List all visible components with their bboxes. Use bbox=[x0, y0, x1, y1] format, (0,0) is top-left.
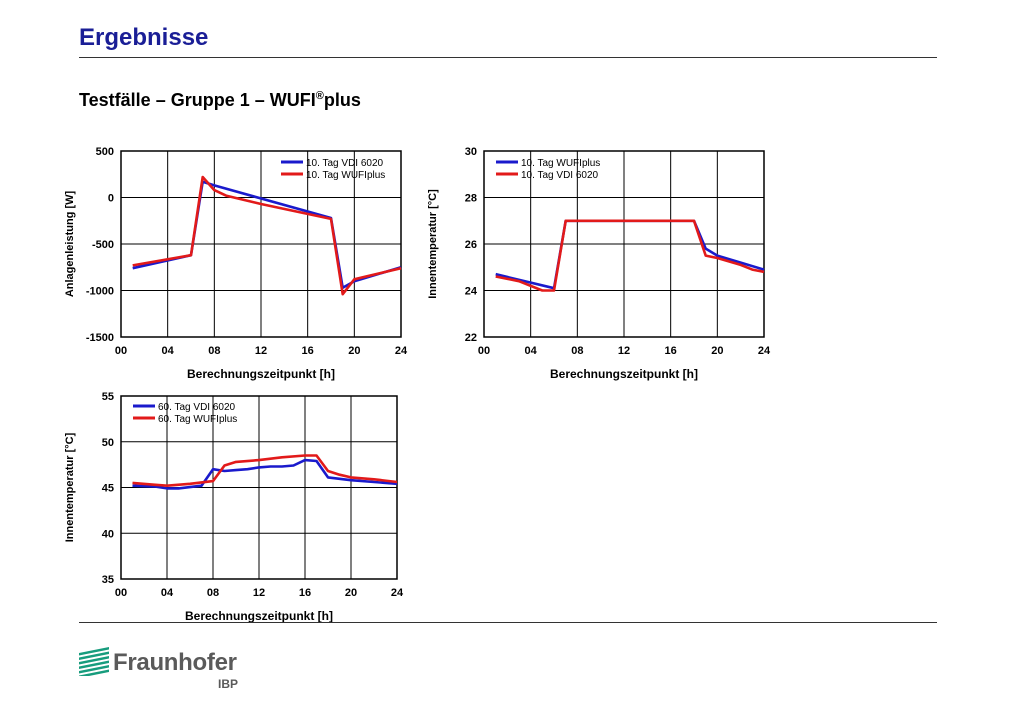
bottom-divider bbox=[79, 622, 937, 623]
logo-stripe bbox=[79, 660, 109, 669]
logo-name: Fraunhofer bbox=[113, 649, 237, 676]
x-tick-label: 20 bbox=[348, 345, 360, 357]
logo-stripe bbox=[79, 647, 109, 656]
plot-frame bbox=[483, 150, 765, 338]
logo-stripe bbox=[79, 651, 109, 660]
x-axis-label: Berechnungszeitpunkt [h] bbox=[550, 367, 698, 381]
x-tick-label: 00 bbox=[115, 345, 127, 357]
fraunhofer-mark-icon bbox=[79, 647, 109, 676]
legend-label: 10. Tag VDI 6020 bbox=[521, 170, 599, 181]
y-tick-label: -1000 bbox=[86, 286, 114, 298]
x-axis-label: Berechnungszeitpunkt [h] bbox=[187, 367, 335, 381]
subtitle-text: Testfälle – Gruppe 1 – WUFI bbox=[79, 90, 316, 110]
x-tick-label: 16 bbox=[302, 345, 314, 357]
top-divider bbox=[79, 57, 937, 58]
y-tick-label: 500 bbox=[96, 146, 114, 158]
x-tick-label: 08 bbox=[571, 345, 583, 357]
x-tick-label: 12 bbox=[255, 345, 267, 357]
plot-frame bbox=[120, 150, 402, 338]
x-axis-label: Berechnungszeitpunkt [h] bbox=[185, 609, 333, 623]
y-tick-label: 26 bbox=[465, 239, 477, 251]
x-tick-label: 24 bbox=[391, 587, 404, 599]
slide-subtitle: Testfälle – Gruppe 1 – WUFI®plus bbox=[79, 90, 361, 111]
series-line bbox=[132, 175, 402, 296]
legend-label: 10. Tag WUFIplus bbox=[306, 170, 385, 181]
y-tick-label: 0 bbox=[108, 193, 114, 205]
y-tick-label: 35 bbox=[102, 574, 114, 586]
logo-stripe bbox=[79, 665, 109, 674]
legend-label: 10. Tag VDI 6020 bbox=[306, 158, 384, 169]
y-axis-label: Anlagenleistung [W] bbox=[64, 191, 76, 298]
y-tick-label: 45 bbox=[102, 483, 114, 495]
x-tick-label: 04 bbox=[162, 345, 175, 357]
x-tick-label: 24 bbox=[758, 345, 771, 357]
y-tick-label: 28 bbox=[465, 193, 477, 205]
x-tick-label: 00 bbox=[115, 587, 127, 599]
slide-title: Ergebnisse bbox=[79, 24, 209, 51]
y-tick-label: -500 bbox=[92, 239, 114, 251]
series-line bbox=[495, 219, 765, 292]
logo-stripe bbox=[79, 669, 109, 676]
x-tick-label: 24 bbox=[395, 345, 408, 357]
x-tick-label: 20 bbox=[711, 345, 723, 357]
y-tick-label: 50 bbox=[102, 437, 114, 449]
x-tick-label: 20 bbox=[345, 587, 357, 599]
series-line bbox=[132, 454, 398, 488]
y-tick-label: 30 bbox=[465, 146, 477, 158]
y-tick-label: 40 bbox=[102, 528, 114, 540]
x-tick-label: 04 bbox=[161, 587, 174, 599]
y-tick-label: 22 bbox=[465, 332, 477, 344]
legend-label: 60. Tag VDI 6020 bbox=[158, 402, 236, 413]
y-tick-label: 55 bbox=[102, 391, 114, 403]
registered-mark: ® bbox=[315, 90, 324, 102]
legend-label: 10. Tag WUFIplus bbox=[521, 158, 600, 169]
plot-frame bbox=[120, 395, 398, 580]
y-tick-label: -1500 bbox=[86, 332, 114, 344]
x-tick-label: 08 bbox=[207, 587, 219, 599]
subtitle-suffix: plus bbox=[323, 90, 361, 110]
y-tick-label: 24 bbox=[465, 286, 478, 298]
legend-label: 60. Tag WUFIplus bbox=[158, 414, 237, 425]
series-line bbox=[132, 458, 398, 490]
x-tick-label: 16 bbox=[299, 587, 311, 599]
x-tick-label: 00 bbox=[478, 345, 490, 357]
logo-sub: IBP bbox=[218, 677, 239, 691]
y-axis-label: Innentemperatur [°C] bbox=[64, 432, 76, 542]
y-axis-label: Innentemperatur [°C] bbox=[427, 189, 439, 299]
x-tick-label: 16 bbox=[665, 345, 677, 357]
logo-stripe bbox=[79, 656, 109, 665]
x-tick-label: 04 bbox=[525, 345, 538, 357]
fraunhofer-logo: Fraunhofer IBP bbox=[79, 646, 249, 696]
x-tick-label: 08 bbox=[208, 345, 220, 357]
x-tick-label: 12 bbox=[253, 587, 265, 599]
x-tick-label: 12 bbox=[618, 345, 630, 357]
